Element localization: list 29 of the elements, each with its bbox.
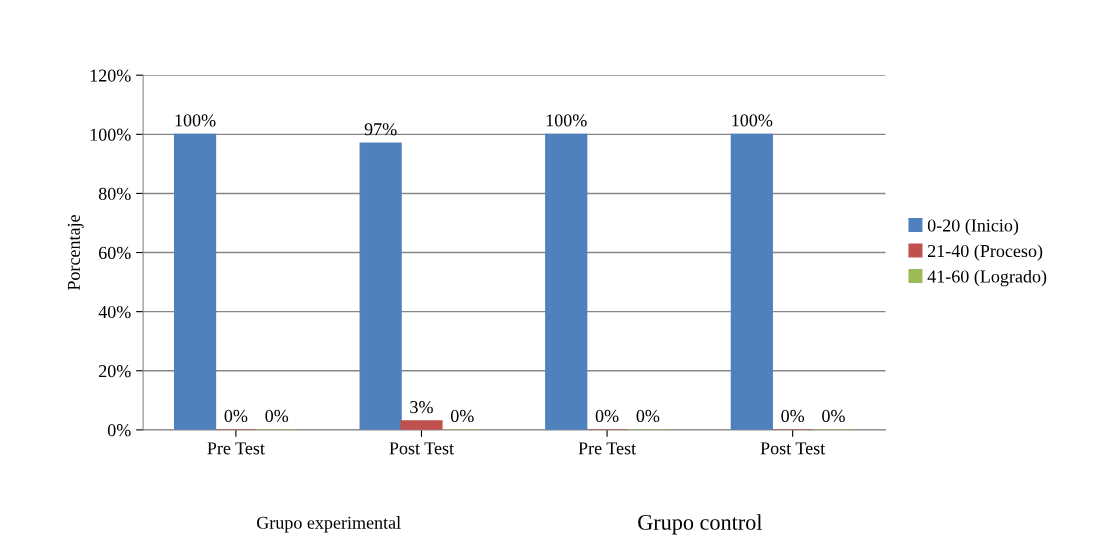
x-tick-label: Post Test: [389, 442, 454, 455]
y-axis-title: Porcentaje: [67, 215, 84, 291]
y-tick-label: 100%: [90, 128, 131, 141]
x-tick-label: Pre Test: [207, 442, 265, 455]
data-label: 0%: [450, 409, 474, 423]
text: Grupo experimental: [256, 516, 401, 533]
data-label: 0%: [636, 409, 660, 423]
data-label: 0%: [595, 409, 619, 423]
data-label: 100%: [175, 114, 216, 127]
y-tick-label: 120%: [90, 69, 131, 82]
legend-label: 0-20 (Inicio): [927, 218, 1019, 236]
legend-label: 41-60 (Logrado): [927, 269, 1047, 287]
y-tick-label: 60%: [98, 246, 131, 260]
y-tick-label: 80%: [98, 187, 131, 200]
x-tick-label: Post Test: [760, 442, 826, 455]
y-tick-label: 40%: [98, 305, 131, 319]
data-label: 0%: [822, 409, 845, 423]
legend-label: 21-40 (Proceso): [927, 244, 1043, 261]
data-label: 0%: [781, 409, 805, 423]
data-label: 100%: [732, 114, 773, 127]
data-label: 97%: [364, 123, 397, 136]
data-label: 3%: [410, 400, 433, 414]
x-tick-label: Pre Test: [578, 442, 637, 455]
y-tick-label: 20%: [99, 365, 131, 378]
data-label: 0%: [265, 409, 289, 423]
y-tick-label: 0%: [107, 424, 131, 437]
data-label: 0%: [224, 409, 248, 423]
data-label: 100%: [546, 114, 587, 127]
text: Grupo control: [638, 514, 763, 535]
